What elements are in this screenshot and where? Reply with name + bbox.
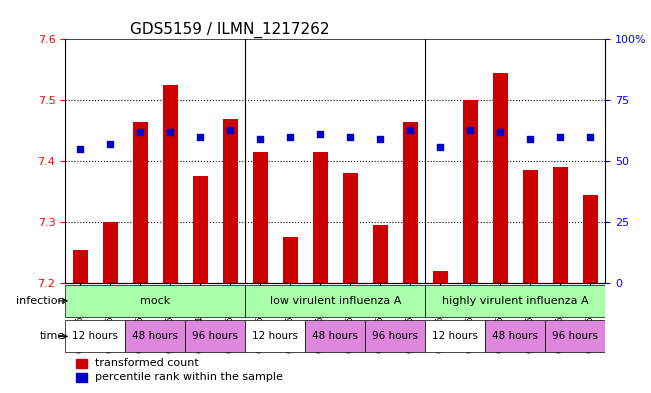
Bar bbox=[403, 121, 418, 283]
Point bbox=[195, 134, 206, 140]
Point bbox=[585, 134, 596, 140]
Bar bbox=[73, 250, 88, 283]
Text: highly virulent influenza A: highly virulent influenza A bbox=[442, 296, 589, 306]
Bar bbox=[493, 73, 508, 283]
Point bbox=[465, 127, 475, 133]
Bar bbox=[463, 100, 478, 283]
Text: 48 hours: 48 hours bbox=[132, 331, 178, 342]
Bar bbox=[312, 152, 327, 283]
Point bbox=[435, 143, 445, 150]
Point bbox=[285, 134, 296, 140]
FancyBboxPatch shape bbox=[486, 320, 546, 353]
Point bbox=[375, 136, 385, 142]
Text: transformed count: transformed count bbox=[95, 358, 199, 368]
FancyBboxPatch shape bbox=[245, 285, 425, 317]
Text: 96 hours: 96 hours bbox=[192, 331, 238, 342]
Bar bbox=[163, 85, 178, 283]
Text: 96 hours: 96 hours bbox=[372, 331, 419, 342]
Bar bbox=[523, 171, 538, 283]
Point bbox=[345, 134, 355, 140]
Point bbox=[555, 134, 566, 140]
Bar bbox=[76, 359, 87, 368]
FancyBboxPatch shape bbox=[425, 320, 486, 353]
FancyBboxPatch shape bbox=[245, 320, 305, 353]
Point bbox=[255, 136, 266, 142]
Bar bbox=[283, 237, 298, 283]
Bar bbox=[76, 373, 87, 382]
Bar bbox=[433, 271, 448, 283]
Text: 12 hours: 12 hours bbox=[432, 331, 478, 342]
Bar bbox=[343, 173, 358, 283]
Text: mock: mock bbox=[140, 296, 171, 306]
FancyBboxPatch shape bbox=[305, 320, 365, 353]
FancyBboxPatch shape bbox=[546, 320, 605, 353]
Bar bbox=[133, 121, 148, 283]
FancyBboxPatch shape bbox=[365, 320, 425, 353]
Text: percentile rank within the sample: percentile rank within the sample bbox=[95, 373, 283, 382]
Point bbox=[225, 127, 236, 133]
Bar bbox=[193, 176, 208, 283]
Text: 12 hours: 12 hours bbox=[252, 331, 298, 342]
Text: 96 hours: 96 hours bbox=[553, 331, 598, 342]
Text: 48 hours: 48 hours bbox=[312, 331, 358, 342]
Bar bbox=[103, 222, 118, 283]
Text: 12 hours: 12 hours bbox=[72, 331, 118, 342]
Point bbox=[75, 146, 85, 152]
Text: time: time bbox=[40, 331, 65, 342]
Point bbox=[135, 129, 145, 135]
Text: infection: infection bbox=[16, 296, 65, 306]
Bar bbox=[553, 167, 568, 283]
Text: GDS5159 / ILMN_1217262: GDS5159 / ILMN_1217262 bbox=[130, 22, 329, 38]
Text: low virulent influenza A: low virulent influenza A bbox=[270, 296, 401, 306]
Bar bbox=[223, 119, 238, 283]
FancyBboxPatch shape bbox=[425, 285, 605, 317]
Text: 48 hours: 48 hours bbox=[492, 331, 538, 342]
Point bbox=[105, 141, 115, 147]
Bar bbox=[583, 195, 598, 283]
Bar bbox=[373, 225, 388, 283]
Point bbox=[525, 136, 536, 142]
FancyBboxPatch shape bbox=[65, 320, 125, 353]
Point bbox=[165, 129, 175, 135]
FancyBboxPatch shape bbox=[185, 320, 245, 353]
FancyBboxPatch shape bbox=[65, 285, 245, 317]
Point bbox=[495, 129, 506, 135]
Point bbox=[315, 131, 326, 138]
FancyBboxPatch shape bbox=[125, 320, 185, 353]
Bar bbox=[253, 152, 268, 283]
Point bbox=[405, 127, 415, 133]
